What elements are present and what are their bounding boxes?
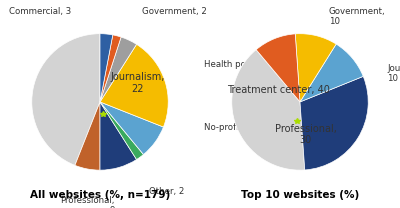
Text: Commercial, 3: Commercial, 3 bbox=[9, 7, 71, 16]
Wedge shape bbox=[100, 44, 168, 127]
Wedge shape bbox=[295, 34, 336, 102]
Wedge shape bbox=[232, 50, 305, 170]
Wedge shape bbox=[100, 35, 121, 102]
Text: Health portal, 4: Health portal, 4 bbox=[204, 60, 271, 69]
Text: Journalism,
10: Journalism, 10 bbox=[387, 64, 400, 83]
Text: Treatment center, 40: Treatment center, 40 bbox=[227, 85, 330, 95]
Text: No-profit, 8: No-profit, 8 bbox=[204, 123, 252, 132]
Text: Other, 2: Other, 2 bbox=[149, 187, 184, 197]
Title: All websites (%, n=179): All websites (%, n=179) bbox=[30, 190, 170, 200]
Wedge shape bbox=[100, 102, 144, 160]
Wedge shape bbox=[75, 102, 100, 170]
Wedge shape bbox=[100, 102, 164, 155]
Text: Professional,
30: Professional, 30 bbox=[274, 124, 336, 145]
Wedge shape bbox=[100, 37, 136, 102]
Text: Journalism,
22: Journalism, 22 bbox=[110, 72, 165, 94]
Text: Government,
10: Government, 10 bbox=[329, 7, 385, 26]
Wedge shape bbox=[32, 34, 100, 165]
Wedge shape bbox=[300, 44, 363, 102]
Wedge shape bbox=[256, 34, 300, 102]
Wedge shape bbox=[100, 34, 113, 102]
Title: Top 10 websites (%): Top 10 websites (%) bbox=[241, 190, 359, 200]
Wedge shape bbox=[300, 76, 368, 170]
Text: Professional,
9: Professional, 9 bbox=[60, 196, 115, 208]
Text: Government, 2: Government, 2 bbox=[142, 7, 207, 16]
Wedge shape bbox=[100, 102, 136, 170]
